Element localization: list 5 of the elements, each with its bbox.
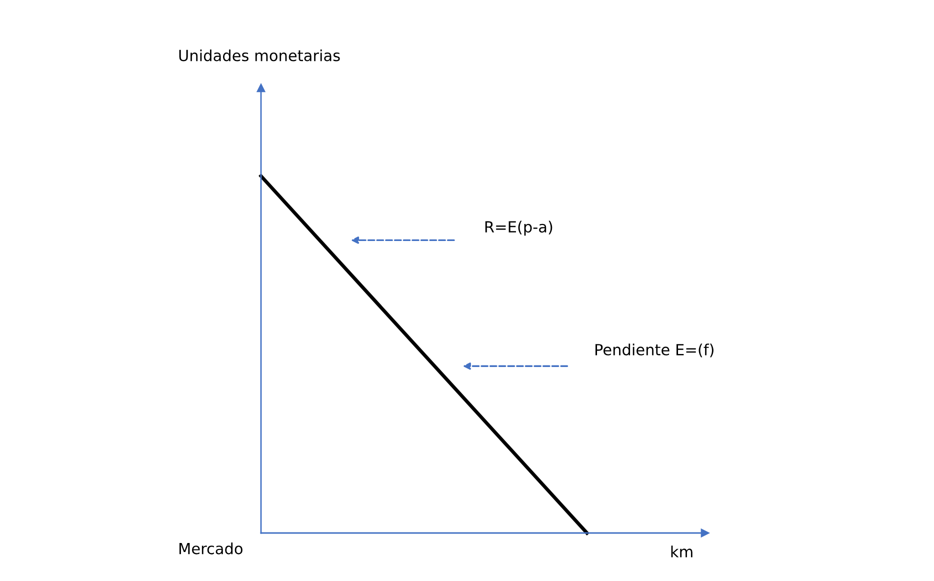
x-axis-title: km xyxy=(671,546,692,558)
annotation: R=E(p-a) xyxy=(485,220,552,236)
annotation: Pendiente E=(f) xyxy=(596,344,714,358)
text: Mercado xyxy=(179,542,242,554)
text: Unidades monetarias xyxy=(179,49,340,62)
